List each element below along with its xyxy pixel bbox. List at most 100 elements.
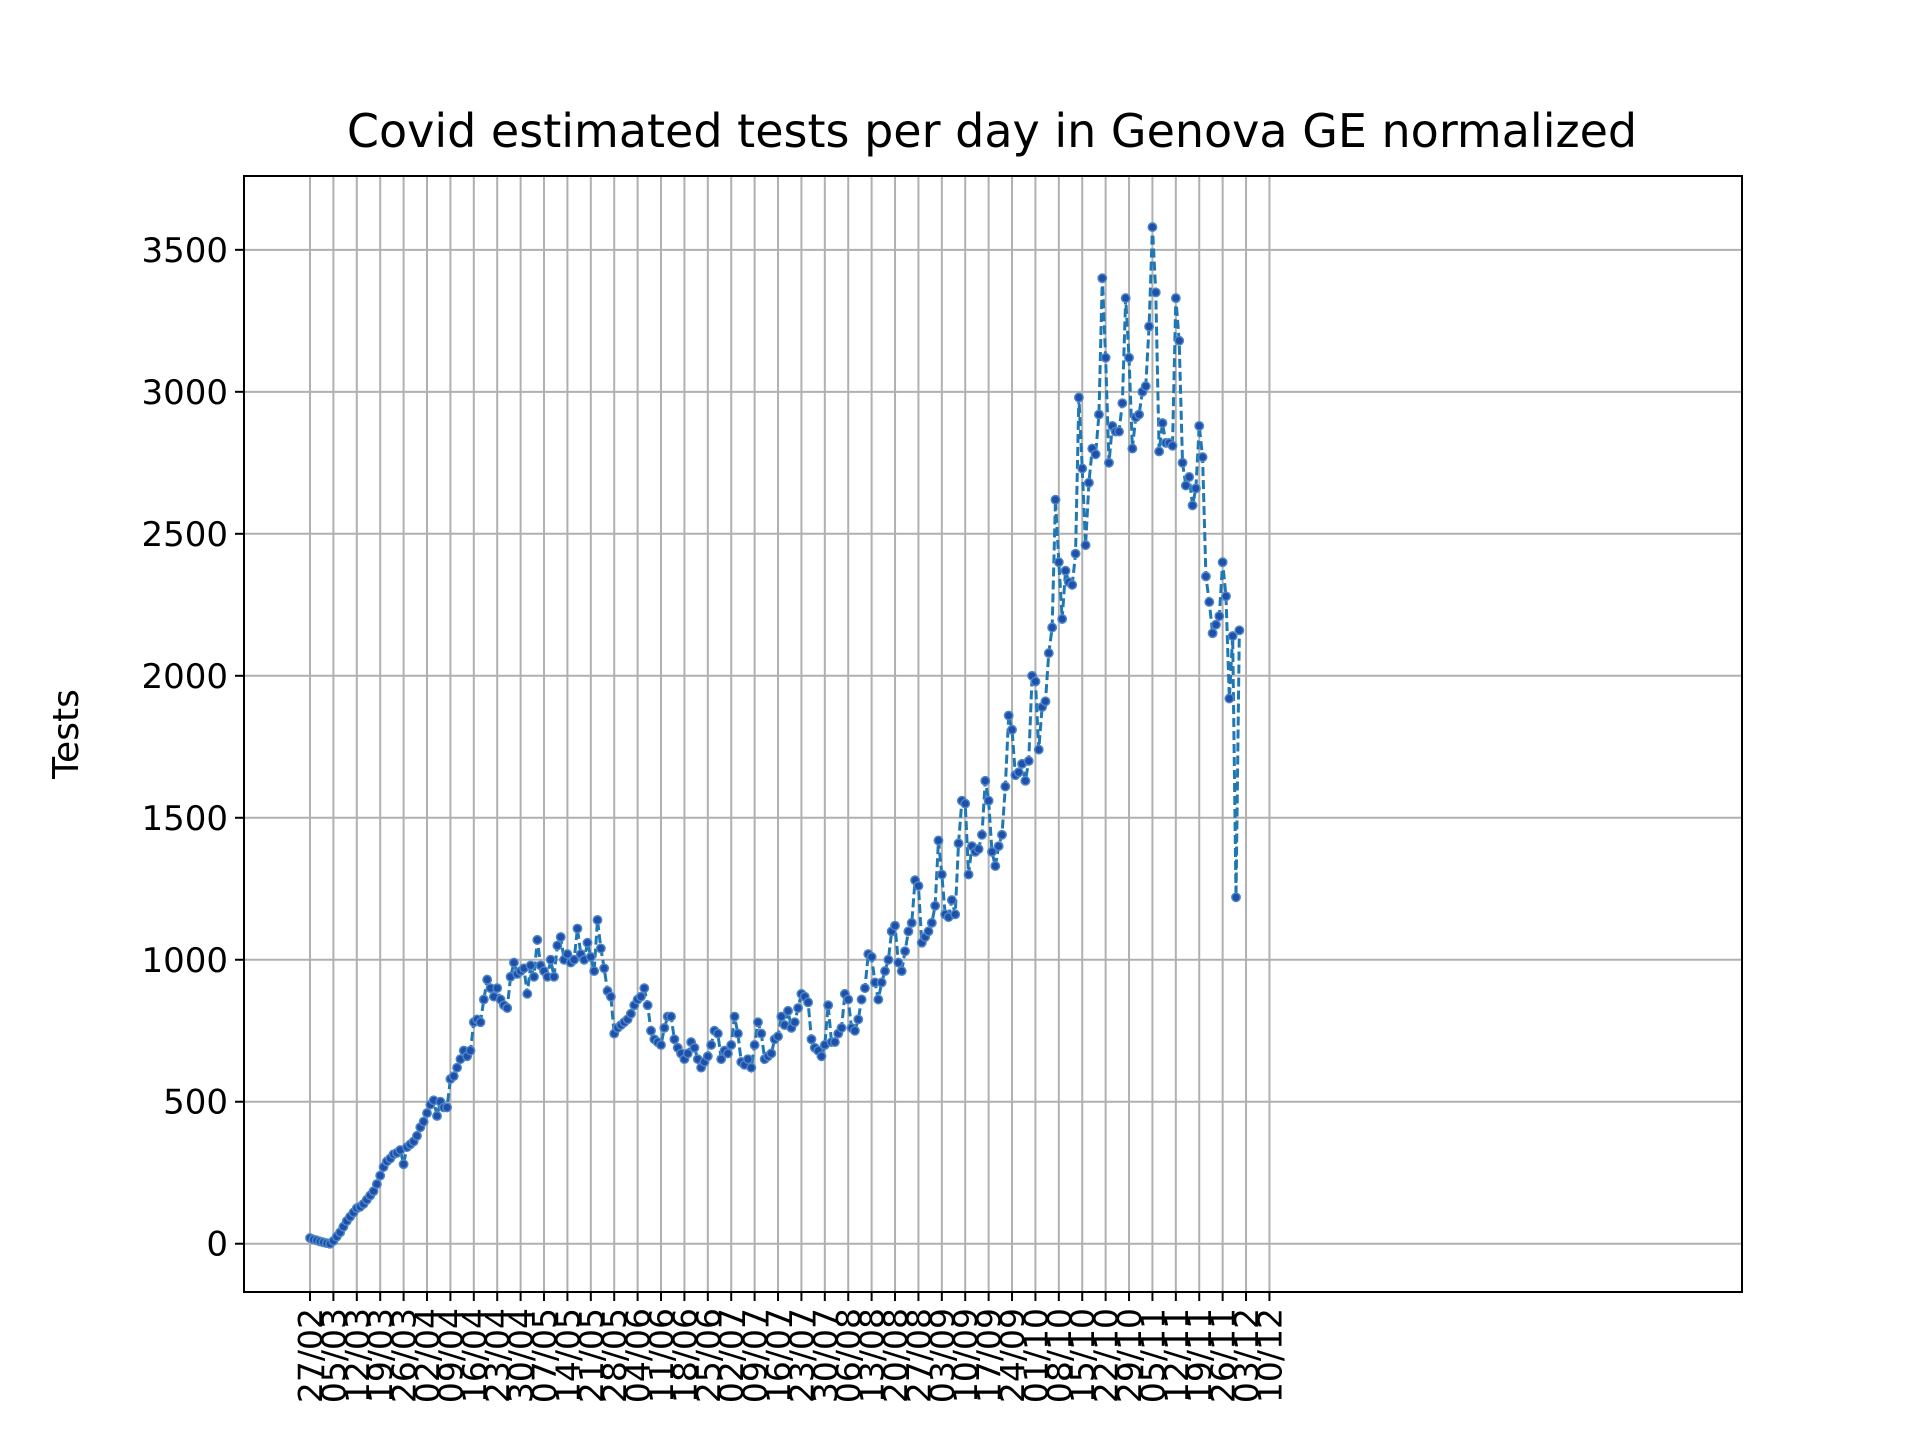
x-tick-label: 28/05 bbox=[595, 1308, 634, 1403]
x-tick-label: 16/04 bbox=[455, 1308, 494, 1403]
data-point bbox=[599, 963, 610, 974]
data-point bbox=[646, 1025, 656, 1036]
data-point bbox=[946, 895, 957, 906]
data-point bbox=[836, 1022, 847, 1033]
x-tick-label: 10/12 bbox=[1250, 1308, 1289, 1403]
data-point bbox=[930, 900, 941, 911]
x-tick-label: 18/06 bbox=[665, 1308, 704, 1403]
data-point bbox=[1073, 392, 1084, 403]
data-point bbox=[953, 838, 964, 849]
data-point bbox=[933, 835, 944, 846]
data-point bbox=[726, 1040, 737, 1050]
data-point bbox=[1094, 409, 1104, 420]
data-point bbox=[412, 1130, 422, 1141]
data-point bbox=[776, 1011, 787, 1022]
x-tick-label: 30/04 bbox=[502, 1308, 541, 1403]
data-point bbox=[903, 926, 914, 937]
x-tick-label: 03/12 bbox=[1227, 1308, 1266, 1403]
data-point bbox=[418, 1116, 429, 1127]
data-point bbox=[432, 1110, 442, 1121]
data-point bbox=[973, 844, 984, 854]
data-point bbox=[1104, 457, 1114, 468]
x-tick-label: 08/10 bbox=[1040, 1308, 1079, 1403]
data-point bbox=[866, 951, 877, 962]
data-point bbox=[1000, 781, 1011, 792]
y-tick-label: 2500 bbox=[141, 515, 228, 555]
data-point bbox=[906, 917, 917, 928]
data-point bbox=[642, 1000, 653, 1011]
data-point bbox=[555, 932, 566, 942]
data-point bbox=[806, 1034, 817, 1045]
data-point bbox=[716, 1054, 727, 1065]
points-layer bbox=[305, 222, 1245, 1249]
data-point bbox=[849, 1025, 860, 1036]
y-tick-label: 1500 bbox=[141, 799, 228, 839]
data-point bbox=[756, 1028, 767, 1039]
data-point bbox=[1150, 287, 1161, 298]
data-point bbox=[873, 994, 884, 1005]
data-point bbox=[1117, 398, 1128, 409]
data-point bbox=[1134, 409, 1145, 420]
data-point bbox=[829, 1037, 840, 1048]
data-point bbox=[1170, 293, 1181, 304]
x-tick-label: 09/04 bbox=[431, 1308, 470, 1403]
data-point bbox=[1097, 273, 1108, 284]
x-tick-label: 27/02 bbox=[291, 1308, 330, 1403]
data-point bbox=[816, 1051, 827, 1062]
data-point bbox=[1053, 557, 1064, 568]
x-tick-label: 15/10 bbox=[1063, 1308, 1102, 1403]
data-point bbox=[656, 1040, 666, 1050]
data-point bbox=[746, 1062, 757, 1073]
data-point bbox=[987, 846, 997, 857]
data-point bbox=[893, 957, 904, 968]
x-tick-label: 22/10 bbox=[1087, 1308, 1126, 1403]
x-tick-label: 29/10 bbox=[1110, 1308, 1149, 1403]
data-point bbox=[625, 1008, 636, 1019]
data-point bbox=[508, 957, 519, 968]
data-point bbox=[1167, 440, 1178, 451]
data-point bbox=[482, 974, 493, 985]
data-point bbox=[1043, 648, 1054, 659]
data-point bbox=[749, 1040, 760, 1050]
data-point bbox=[545, 954, 556, 965]
data-point bbox=[442, 1102, 453, 1113]
data-point bbox=[475, 1017, 486, 1028]
data-point bbox=[585, 951, 596, 962]
y-axis: 0 500 1000 1500 2000 2500 3000 3500 bbox=[141, 231, 244, 1265]
x-tick-label: 12/03 bbox=[338, 1308, 377, 1403]
data-point bbox=[963, 869, 974, 880]
data-point bbox=[997, 829, 1007, 840]
x-tick-label: 05/11 bbox=[1133, 1308, 1172, 1403]
data-point bbox=[950, 909, 961, 920]
data-point bbox=[1174, 335, 1185, 346]
data-point bbox=[1083, 477, 1094, 488]
x-tick-label: 02/07 bbox=[712, 1308, 751, 1403]
data-point bbox=[1144, 321, 1155, 332]
data-point bbox=[793, 1003, 804, 1013]
x-tick-label: 27/08 bbox=[899, 1308, 938, 1403]
data-point bbox=[729, 1011, 740, 1022]
data-point bbox=[529, 971, 539, 982]
data-point bbox=[452, 1062, 463, 1073]
data-point bbox=[856, 994, 867, 1005]
data-point bbox=[1197, 452, 1208, 463]
data-point bbox=[883, 954, 894, 965]
y-tick-label: 2000 bbox=[141, 657, 228, 697]
data-point bbox=[913, 880, 924, 891]
data-point bbox=[522, 988, 533, 999]
data-point bbox=[722, 1048, 733, 1059]
x-tick-label: 21/05 bbox=[572, 1308, 611, 1403]
data-point bbox=[803, 997, 814, 1008]
data-point bbox=[669, 1034, 680, 1045]
x-tick-label: 16/07 bbox=[759, 1308, 798, 1403]
data-point bbox=[1070, 548, 1081, 559]
data-point bbox=[843, 994, 854, 1005]
data-point bbox=[702, 1051, 713, 1062]
x-tick-label: 23/04 bbox=[478, 1308, 517, 1403]
data-point bbox=[876, 977, 887, 988]
data-point bbox=[1200, 571, 1211, 582]
x-tick-label: 17/09 bbox=[970, 1308, 1009, 1403]
data-point bbox=[1050, 494, 1061, 505]
data-point bbox=[753, 1017, 763, 1028]
